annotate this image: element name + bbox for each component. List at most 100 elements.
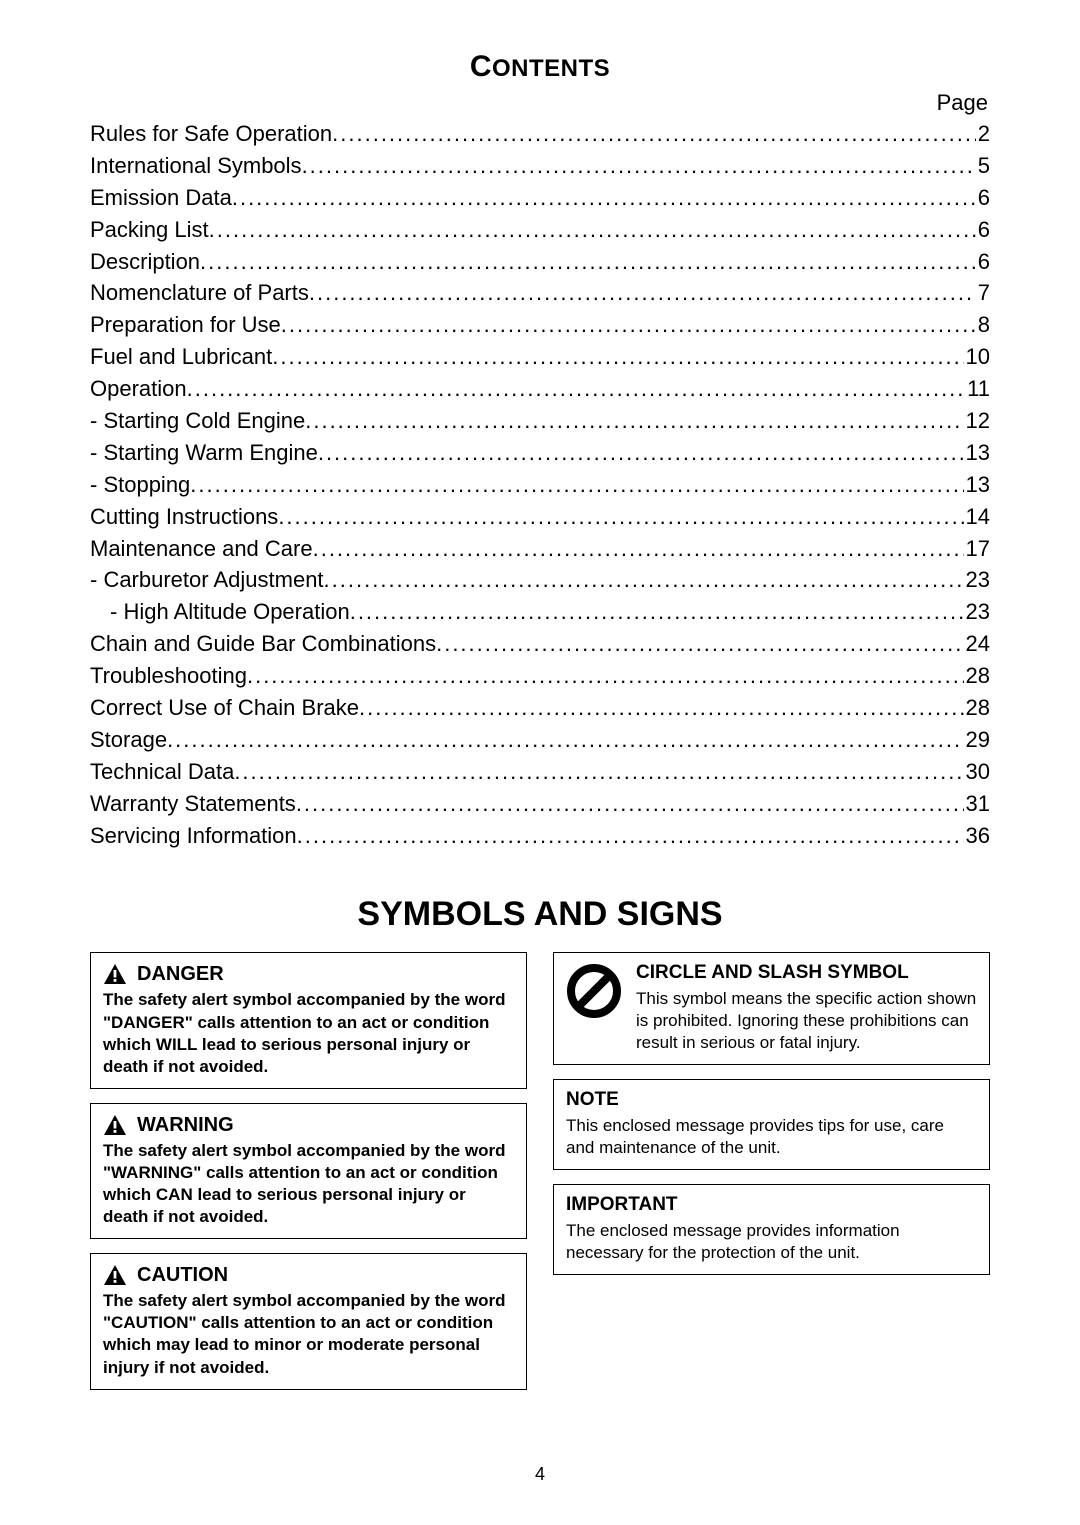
toc-label: Troubleshooting [90, 660, 247, 692]
toc-page: 30 [964, 756, 990, 788]
left-column: DANGER The safety alert symbol accompani… [90, 952, 527, 1403]
toc-label: Technical Data [90, 756, 234, 788]
toc-label: - Starting Warm Engine [90, 437, 318, 469]
toc-label: Rules for Safe Operation [90, 118, 332, 150]
toc-label: Nomenclature of Parts [90, 277, 309, 309]
note-heading: NOTE [566, 1088, 977, 1113]
toc-label: Chain and Guide Bar Combinations [90, 628, 436, 660]
toc-leader [305, 405, 963, 437]
toc-label: Emission Data [90, 182, 232, 214]
toc-leader [232, 182, 976, 214]
circle-slash-box: CIRCLE AND SLASH SYMBOL This symbol mean… [553, 952, 990, 1065]
toc-row: - Stopping13 [90, 469, 990, 501]
toc-page: 23 [964, 564, 990, 596]
toc-leader [318, 437, 964, 469]
toc-row: Correct Use of Chain Brake 28 [90, 692, 990, 724]
danger-heading-row: DANGER [103, 961, 514, 987]
toc-page: 17 [964, 533, 990, 565]
toc-label: Maintenance and Care [90, 533, 313, 565]
circle-slash-heading: CIRCLE AND SLASH SYMBOL [636, 961, 977, 986]
toc-leader [313, 533, 964, 565]
toc-leader [296, 788, 964, 820]
important-body: The enclosed message provides informatio… [566, 1220, 977, 1264]
toc-page: 12 [964, 405, 990, 437]
toc-leader [167, 724, 963, 756]
toc-row: Cutting Instructions 14 [90, 501, 990, 533]
toc-label: Servicing Information [90, 820, 297, 852]
toc-label: Description [90, 246, 200, 278]
toc-row: Technical Data 30 [90, 756, 990, 788]
danger-body: The safety alert symbol accompanied by t… [103, 989, 514, 1077]
toc-leader [200, 246, 976, 278]
toc-leader [190, 469, 963, 501]
circle-slash-row: CIRCLE AND SLASH SYMBOL This symbol mean… [566, 961, 977, 1054]
warning-box: WARNING The safety alert symbol accompan… [90, 1103, 527, 1239]
toc-page: 28 [964, 692, 990, 724]
toc-page: 14 [964, 501, 990, 533]
toc-label: - Carburetor Adjustment [90, 564, 324, 596]
danger-heading: DANGER [137, 961, 224, 987]
toc-page: 6 [976, 246, 990, 278]
toc-row: Maintenance and Care 17 [90, 533, 990, 565]
toc-leader [247, 660, 964, 692]
toc-label: International Symbols [90, 150, 302, 182]
toc-label: Packing List [90, 214, 209, 246]
circle-slash-text: CIRCLE AND SLASH SYMBOL This symbol mean… [636, 961, 977, 1054]
toc-page: 36 [964, 820, 990, 852]
toc-row: Operation11 [90, 373, 990, 405]
toc-leader [278, 501, 963, 533]
toc-label: Cutting Instructions [90, 501, 278, 533]
table-of-contents: Rules for Safe Operation2International S… [90, 118, 990, 851]
caution-box: CAUTION The safety alert symbol accompan… [90, 1253, 527, 1389]
warning-heading: WARNING [137, 1112, 234, 1138]
toc-leader [350, 596, 964, 628]
toc-row: Storage 29 [90, 724, 990, 756]
right-column: CIRCLE AND SLASH SYMBOL This symbol mean… [553, 952, 990, 1289]
note-body: This enclosed message provides tips for … [566, 1115, 977, 1159]
toc-label: - High Altitude Operation [110, 596, 350, 628]
toc-row: Fuel and Lubricant 10 [90, 341, 990, 373]
important-box: IMPORTANT The enclosed message provides … [553, 1184, 990, 1275]
toc-row: Warranty Statements31 [90, 788, 990, 820]
footer-page-number: 4 [90, 1464, 990, 1485]
toc-leader [436, 628, 963, 660]
alert-triangle-icon [103, 1264, 127, 1286]
toc-row: Description 6 [90, 246, 990, 278]
toc-label: Correct Use of Chain Brake [90, 692, 359, 724]
toc-page: 8 [976, 309, 990, 341]
toc-leader [332, 118, 976, 150]
toc-row: International Symbols 5 [90, 150, 990, 182]
toc-page: 6 [976, 182, 990, 214]
toc-row: Packing List6 [90, 214, 990, 246]
caution-body: The safety alert symbol accompanied by t… [103, 1290, 514, 1378]
contents-title-main: C [470, 50, 492, 83]
warning-heading-row: WARNING [103, 1112, 514, 1138]
toc-page: 23 [964, 596, 990, 628]
toc-row: Servicing Information 36 [90, 820, 990, 852]
toc-row: Troubleshooting28 [90, 660, 990, 692]
toc-row: Emission Data 6 [90, 182, 990, 214]
toc-leader [272, 341, 963, 373]
toc-page: 13 [964, 469, 990, 501]
toc-label: Storage [90, 724, 167, 756]
toc-leader [187, 373, 966, 405]
toc-leader [302, 150, 976, 182]
toc-leader [359, 692, 964, 724]
prohibition-icon [566, 963, 622, 1019]
contents-title-small: ONTENTS [492, 55, 610, 82]
symbols-columns: DANGER The safety alert symbol accompani… [90, 952, 990, 1403]
toc-label: Fuel and Lubricant [90, 341, 272, 373]
toc-page: 11 [965, 373, 990, 405]
important-heading: IMPORTANT [566, 1193, 977, 1218]
toc-row: Nomenclature of Parts7 [90, 277, 990, 309]
toc-leader [281, 309, 976, 341]
toc-page: 5 [976, 150, 990, 182]
toc-row: Chain and Guide Bar Combinations24 [90, 628, 990, 660]
symbols-title: SYMBOLS AND SIGNS [90, 895, 990, 934]
toc-page: 10 [964, 341, 990, 373]
toc-page: 2 [976, 118, 990, 150]
toc-label: - Starting Cold Engine [90, 405, 305, 437]
alert-triangle-icon [103, 963, 127, 985]
toc-label: Warranty Statements [90, 788, 296, 820]
toc-page: 29 [964, 724, 990, 756]
